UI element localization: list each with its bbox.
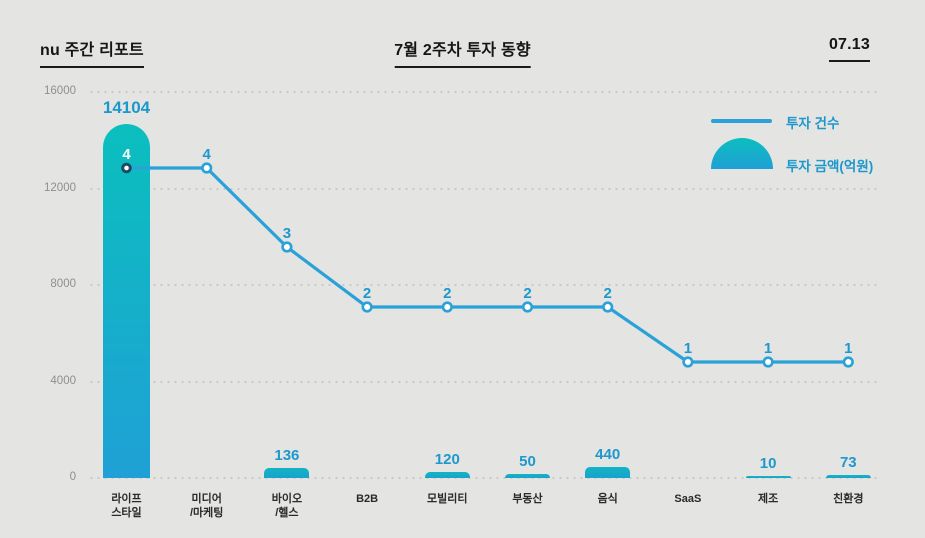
line-value-label: 4 xyxy=(202,146,211,163)
line-value-label: 2 xyxy=(523,285,532,302)
bar-value-label: 50 xyxy=(519,453,536,470)
line-marker xyxy=(521,301,534,313)
x-axis-label-B2B: B2B xyxy=(356,493,379,505)
bar-series-swatch xyxy=(711,138,773,169)
gridline-12000 xyxy=(88,187,880,190)
x-axis-label-모빌리티: 모빌리티 xyxy=(427,493,468,505)
chart-legend: 투자 건수 투자 금액(억원) xyxy=(711,106,901,176)
chart-title: 7월 2주차 투자 동향 xyxy=(394,36,531,68)
x-axis-label-부동산: 부동산 xyxy=(512,493,543,505)
bar-value-label: 120 xyxy=(434,451,460,468)
line-value-label: 2 xyxy=(443,285,452,302)
bar-series-label: 투자 금액(억원) xyxy=(786,159,874,174)
bar-친환경 xyxy=(825,474,871,478)
x-axis-label-음식: 음식 xyxy=(597,493,618,505)
bar-라이프스타일 xyxy=(103,124,150,478)
y-axis-tick-label: 4000 xyxy=(50,374,76,387)
report-title-text: nu 주간 리포트 xyxy=(40,36,144,68)
y-axis-tick-label: 12000 xyxy=(44,181,76,194)
x-axis-label-바이오/헬스: 바이오/헬스 xyxy=(271,493,303,519)
line-value-label: 2 xyxy=(362,285,372,302)
bar-value-label: 440 xyxy=(595,446,621,463)
y-axis-tick-label: 16000 xyxy=(44,85,76,97)
line-marker xyxy=(762,356,774,368)
gridline-8000 xyxy=(88,284,880,286)
line-value-label: 1 xyxy=(763,340,773,357)
chart-title-text: 7월 2주차 투자 동향 xyxy=(394,36,531,68)
bar-value-label: 10 xyxy=(759,454,777,472)
report-title: nu 주간 리포트 xyxy=(40,36,144,68)
line-series-swatch xyxy=(711,119,772,123)
gridline-16000 xyxy=(88,91,880,93)
line-value-label: 4 xyxy=(122,146,131,163)
bar-부동산 xyxy=(505,474,550,478)
gridline-0 xyxy=(88,477,880,479)
gridline-4000 xyxy=(88,380,880,383)
line-path xyxy=(126,166,849,364)
line-marker xyxy=(682,356,694,368)
line-marker xyxy=(201,162,213,174)
x-axis-label-SaaS: SaaS xyxy=(674,493,702,505)
line-value-label: 1 xyxy=(844,340,853,357)
bar-음식 xyxy=(585,467,631,478)
line-marker xyxy=(361,301,373,313)
bar-모빌리티 xyxy=(424,472,470,478)
bar-제조 xyxy=(745,475,791,478)
x-axis-label-라이프스타일: 라이프 스타일 xyxy=(111,493,142,519)
line-marker xyxy=(121,162,132,174)
line-value-label: 3 xyxy=(282,225,292,242)
line-marker xyxy=(441,301,453,313)
x-axis-label-제조: 제조 xyxy=(757,493,779,505)
line-marker xyxy=(602,301,614,313)
y-axis-tick-label: 8000 xyxy=(50,278,76,290)
report-date: 07.13 xyxy=(828,36,870,62)
bar-value-label: 14104 xyxy=(102,98,151,117)
line-marker xyxy=(842,356,854,368)
line-value-label: 1 xyxy=(683,340,693,357)
bar-바이오/헬스 xyxy=(264,468,310,478)
bar-value-label: 73 xyxy=(839,453,857,471)
line-marker xyxy=(281,241,293,253)
bar-value-label: 136 xyxy=(274,447,300,464)
line-value-label: 2 xyxy=(603,285,612,302)
x-axis-label-친환경: 친환경 xyxy=(833,493,864,505)
y-axis-tick-label: 0 xyxy=(69,471,76,483)
report-date-text: 07.13 xyxy=(828,36,870,62)
x-axis-label-미디어/마케팅: 미디어/마케팅 xyxy=(189,493,224,519)
line-series-label: 투자 건수 xyxy=(786,116,840,131)
